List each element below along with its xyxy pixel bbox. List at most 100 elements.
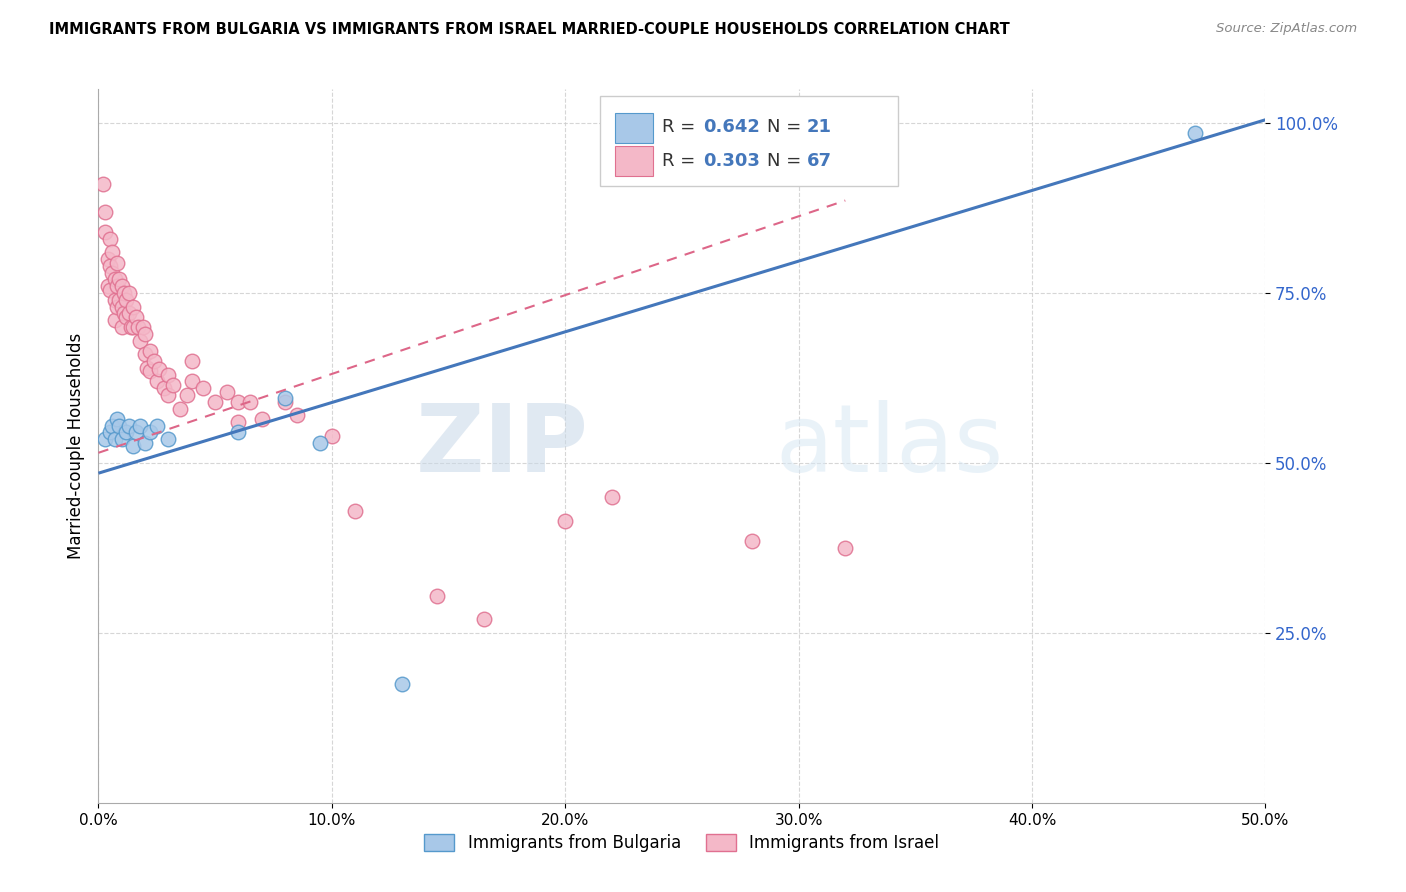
Point bbox=[112, 306, 135, 320]
Point bbox=[180, 375, 202, 389]
Point bbox=[426, 589, 449, 603]
Point bbox=[391, 677, 413, 691]
Point bbox=[127, 320, 149, 334]
Point bbox=[108, 293, 131, 307]
Point bbox=[228, 425, 250, 440]
Point bbox=[134, 435, 156, 450]
Point bbox=[228, 394, 250, 409]
Point bbox=[104, 432, 127, 446]
Point bbox=[274, 392, 297, 406]
Point bbox=[105, 300, 128, 314]
Point bbox=[250, 412, 273, 426]
Text: 67: 67 bbox=[807, 153, 832, 170]
Point bbox=[136, 360, 159, 375]
Text: atlas: atlas bbox=[775, 400, 1004, 492]
Point bbox=[600, 490, 623, 504]
Point bbox=[97, 279, 120, 293]
Text: 0.303: 0.303 bbox=[703, 153, 759, 170]
Text: IMMIGRANTS FROM BULGARIA VS IMMIGRANTS FROM ISRAEL MARRIED-COUPLE HOUSEHOLDS COR: IMMIGRANTS FROM BULGARIA VS IMMIGRANTS F… bbox=[49, 22, 1010, 37]
Point bbox=[157, 388, 180, 402]
Point bbox=[111, 320, 134, 334]
Point bbox=[274, 394, 297, 409]
Point bbox=[101, 245, 124, 260]
Point bbox=[118, 418, 141, 433]
Point bbox=[169, 401, 191, 416]
Point bbox=[115, 310, 138, 324]
Point bbox=[472, 612, 495, 626]
Point bbox=[104, 293, 127, 307]
Point bbox=[120, 320, 142, 334]
Point bbox=[309, 435, 332, 450]
Point bbox=[129, 334, 152, 348]
Point bbox=[101, 266, 124, 280]
FancyBboxPatch shape bbox=[616, 112, 652, 143]
Point bbox=[118, 286, 141, 301]
Point bbox=[180, 354, 202, 368]
Point bbox=[554, 514, 576, 528]
Point bbox=[162, 377, 184, 392]
Point bbox=[98, 425, 121, 440]
Point bbox=[111, 300, 134, 314]
Point bbox=[132, 320, 155, 334]
Point bbox=[91, 178, 114, 192]
Point bbox=[115, 293, 138, 307]
Point bbox=[112, 286, 135, 301]
Point bbox=[118, 306, 141, 320]
Point bbox=[193, 381, 215, 395]
Point bbox=[741, 534, 763, 549]
Point bbox=[104, 313, 127, 327]
Point bbox=[101, 418, 124, 433]
Point bbox=[228, 415, 250, 429]
Point bbox=[129, 418, 152, 433]
Point bbox=[344, 503, 367, 517]
Text: N =: N = bbox=[768, 153, 807, 170]
Point bbox=[321, 429, 343, 443]
Point bbox=[122, 439, 145, 453]
Point bbox=[122, 320, 145, 334]
Point bbox=[204, 394, 226, 409]
Text: 0.642: 0.642 bbox=[703, 118, 759, 136]
Y-axis label: Married-couple Households: Married-couple Households bbox=[66, 333, 84, 559]
Point bbox=[139, 343, 162, 358]
Point bbox=[285, 409, 308, 423]
Point bbox=[111, 279, 134, 293]
FancyBboxPatch shape bbox=[616, 146, 652, 177]
Legend: Immigrants from Bulgaria, Immigrants from Israel: Immigrants from Bulgaria, Immigrants fro… bbox=[418, 827, 946, 859]
Point bbox=[94, 204, 117, 219]
Point bbox=[108, 272, 131, 286]
Point bbox=[105, 412, 128, 426]
Point bbox=[94, 432, 117, 446]
Point bbox=[146, 375, 169, 389]
Point bbox=[146, 418, 169, 433]
Point bbox=[215, 384, 238, 399]
Point bbox=[139, 425, 162, 440]
Point bbox=[98, 232, 121, 246]
Text: ZIP: ZIP bbox=[416, 400, 589, 492]
Point bbox=[176, 388, 198, 402]
Point bbox=[98, 259, 121, 273]
Text: Source: ZipAtlas.com: Source: ZipAtlas.com bbox=[1216, 22, 1357, 36]
Point bbox=[104, 272, 127, 286]
Text: 21: 21 bbox=[807, 118, 832, 136]
Point bbox=[152, 381, 174, 395]
Point bbox=[115, 425, 138, 440]
Point bbox=[134, 347, 156, 361]
Point bbox=[239, 394, 262, 409]
Point bbox=[122, 300, 145, 314]
Point bbox=[105, 279, 128, 293]
Point bbox=[834, 541, 856, 555]
Point bbox=[125, 425, 148, 440]
Point bbox=[143, 354, 166, 368]
Point bbox=[111, 432, 134, 446]
Point bbox=[108, 418, 131, 433]
Point bbox=[148, 362, 170, 376]
Point bbox=[1184, 127, 1206, 141]
Point bbox=[94, 225, 117, 239]
Text: N =: N = bbox=[768, 118, 807, 136]
Text: R =: R = bbox=[662, 153, 702, 170]
Point bbox=[125, 310, 148, 324]
Point bbox=[139, 364, 162, 378]
FancyBboxPatch shape bbox=[600, 96, 898, 186]
Point bbox=[98, 283, 121, 297]
Point bbox=[97, 252, 120, 266]
